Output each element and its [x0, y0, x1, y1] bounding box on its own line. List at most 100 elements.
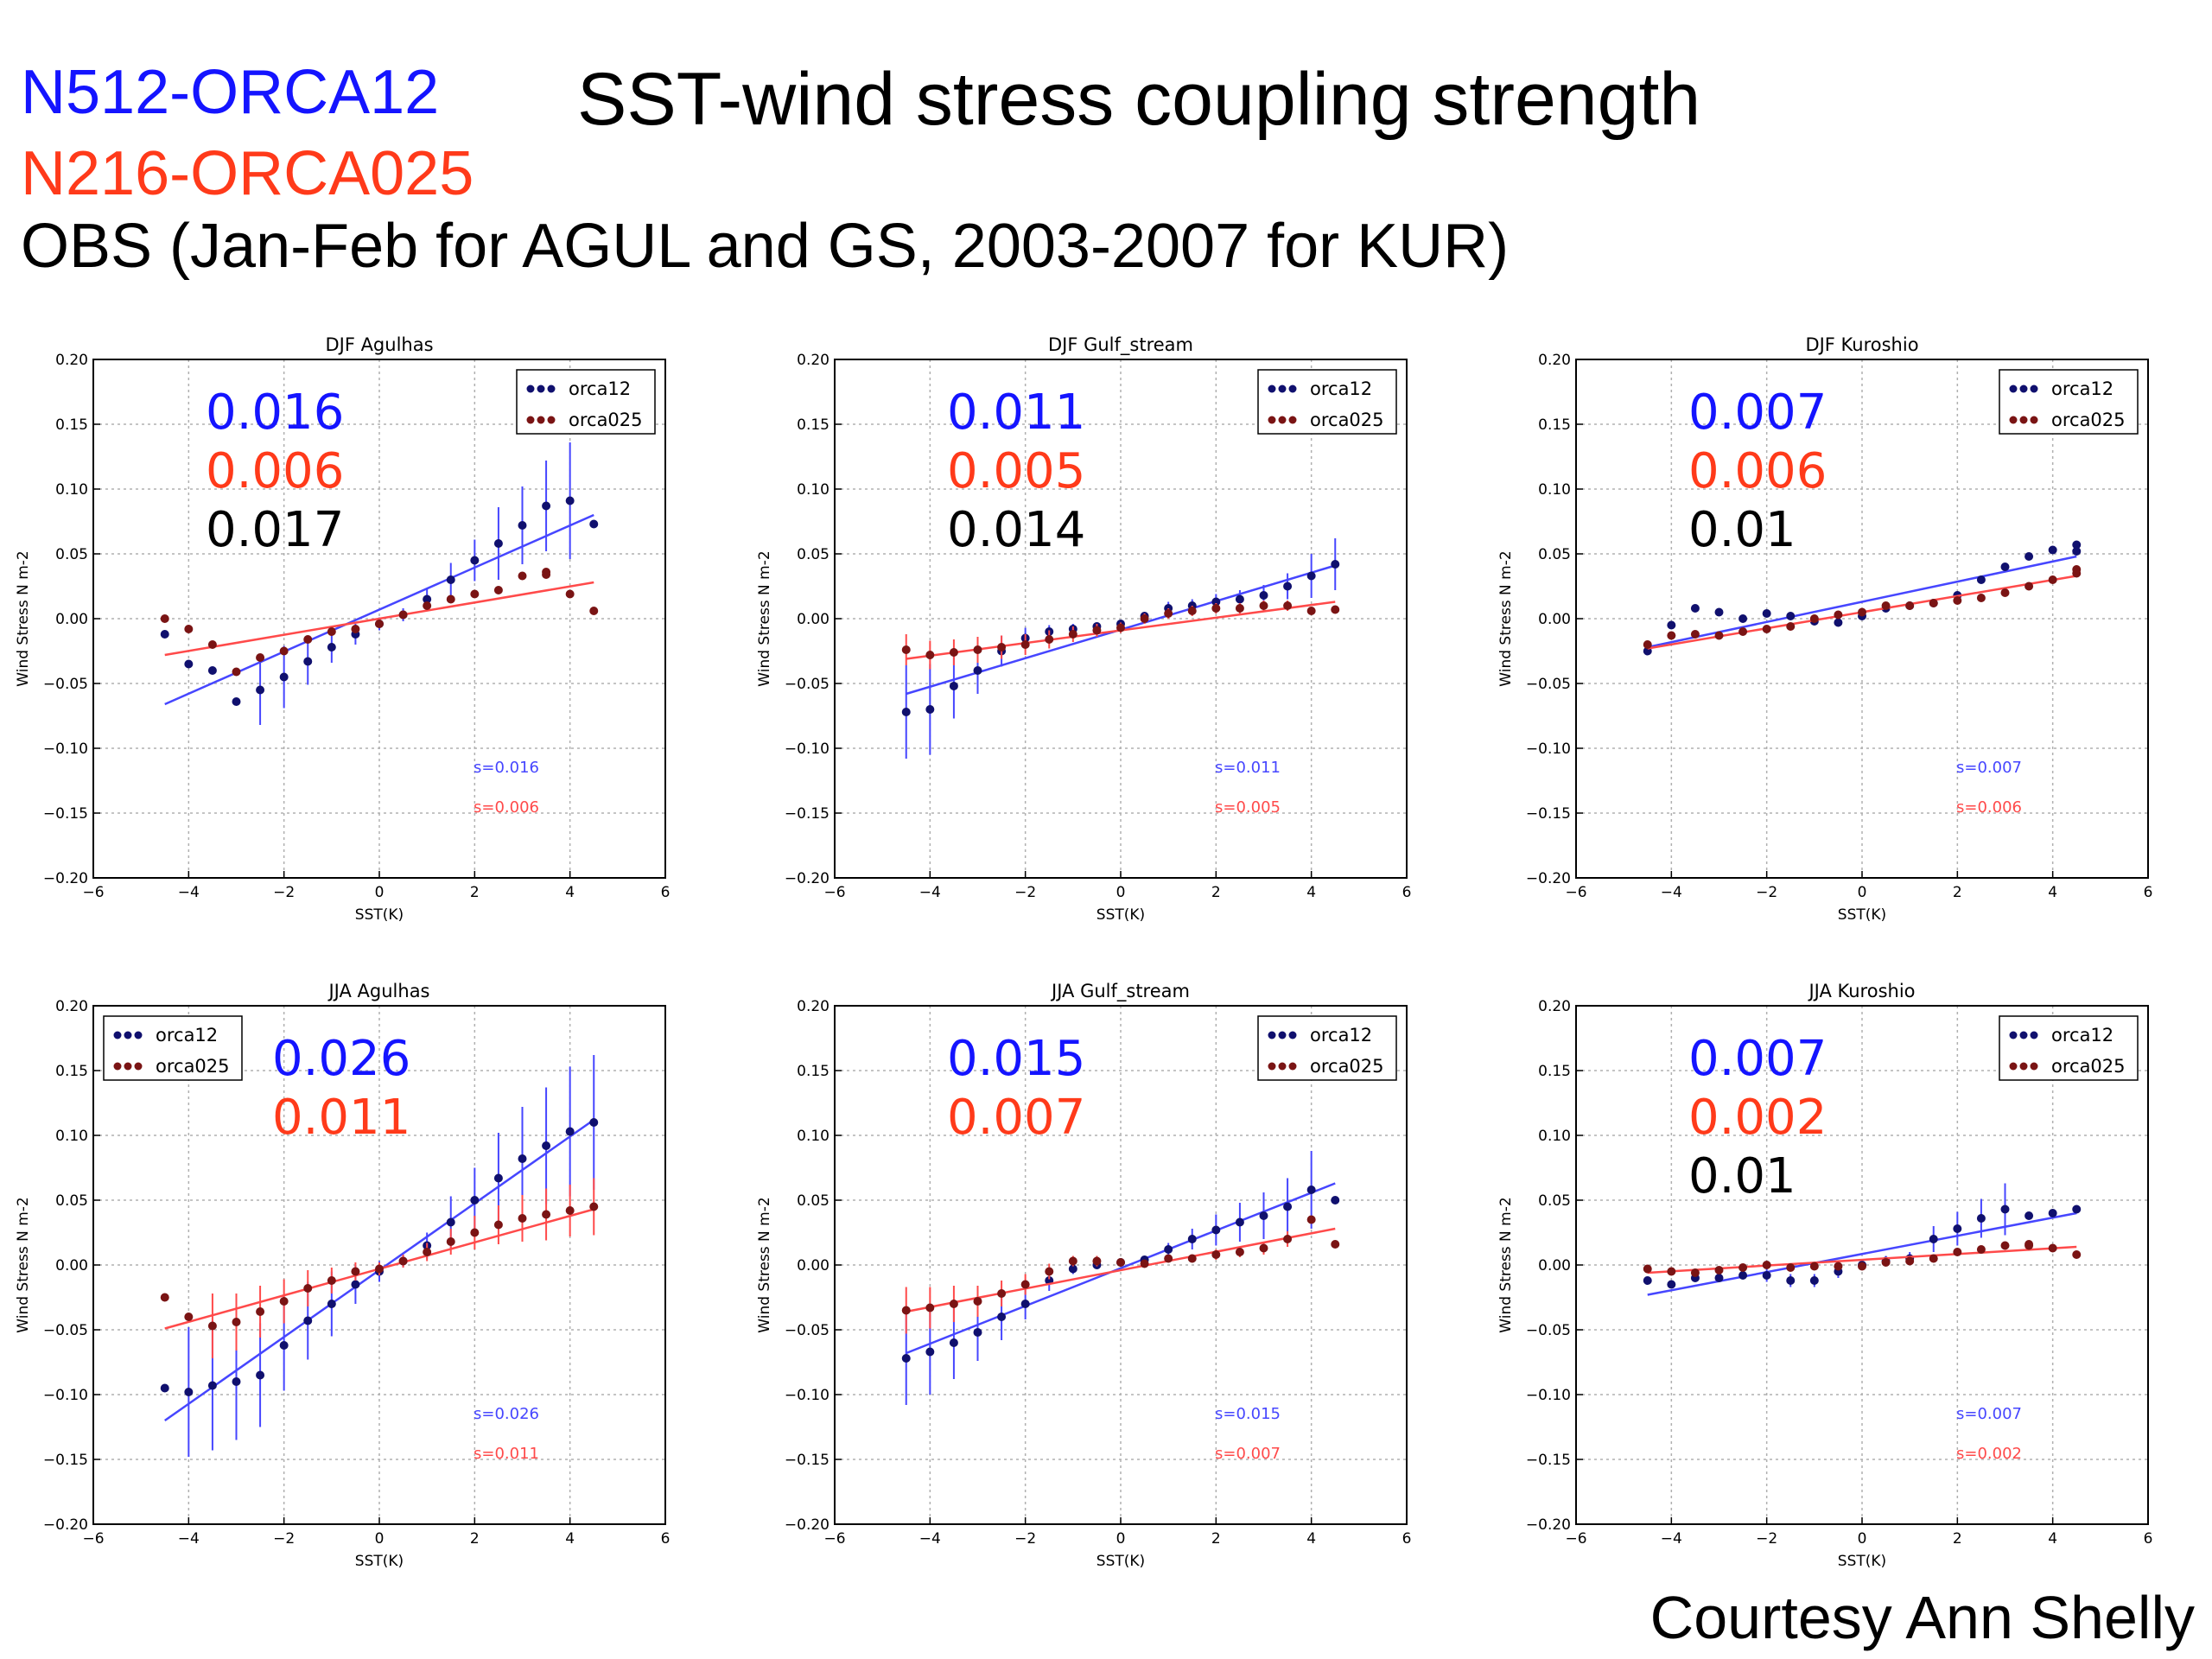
y-tick-label: 0.15: [55, 416, 88, 434]
legend-marker-orca12: [113, 1031, 122, 1039]
data-point-orca025: [1259, 601, 1268, 610]
x-tick-label: 2: [1211, 884, 1221, 901]
data-point-orca025: [1187, 607, 1197, 615]
coupling-value-obs: 0.01: [1688, 1148, 1796, 1205]
y-axis-label: Wind Stress N m-2: [15, 550, 32, 686]
plot-frame: [1575, 359, 2149, 879]
data-point-orca12: [1786, 1276, 1796, 1285]
data-point-orca12: [470, 556, 480, 565]
x-tick-label: 2: [470, 884, 480, 901]
data-point-orca025: [184, 625, 194, 633]
data-point-orca025: [1762, 625, 1771, 633]
chart-panel: −6 −4 −2 0 2 4 6 0.20 0.15 0.10 0.05 0.00 −0.05 −0.10…: [15, 981, 670, 1570]
data-point-orca12: [184, 1388, 194, 1396]
data-point-orca025: [232, 667, 241, 677]
slope-label: s=0.007: [1215, 1445, 1281, 1463]
y-tick-label: −0.05: [785, 676, 830, 693]
data-point-orca025: [2024, 1241, 2034, 1250]
y-tick-label: −0.05: [1526, 1322, 1571, 1339]
slope-label: s=0.006: [1956, 798, 2022, 817]
data-point-orca025: [565, 589, 575, 599]
data-point-orca12: [2048, 1209, 2057, 1217]
data-point-orca025: [327, 627, 336, 636]
x-tick-label: 0: [1116, 884, 1126, 901]
data-point-orca025: [375, 620, 384, 628]
main-title: SST-wind stress coupling strength: [577, 58, 1701, 141]
y-tick-label: 0.10: [1538, 1128, 1571, 1145]
x-tick-label: −4: [1661, 1530, 1682, 1548]
y-tick-label: −0.20: [43, 870, 88, 887]
y-tick-label: −0.20: [1526, 1516, 1571, 1534]
data-point-orca12: [589, 1118, 599, 1127]
slope-label: s=0.016: [474, 759, 539, 777]
y-tick-label: −0.20: [785, 870, 830, 887]
data-point-orca025: [1690, 1268, 1700, 1277]
data-point-orca025: [589, 607, 599, 615]
data-point-orca12: [1976, 575, 1986, 584]
data-point-orca12: [1259, 591, 1268, 600]
legend-marker-orca025: [547, 416, 556, 424]
y-tick-label: 0.15: [797, 1063, 830, 1080]
x-tick-label: 6: [2144, 884, 2153, 901]
data-point-orca025: [1809, 614, 1819, 623]
slope-label: s=0.005: [1215, 798, 1281, 817]
data-point-orca025: [1786, 1263, 1796, 1272]
x-tick-label: 2: [1953, 1530, 1962, 1548]
data-point-orca12: [2000, 563, 2010, 571]
data-point-orca025: [1164, 1254, 1173, 1263]
data-point-orca025: [1834, 1262, 1843, 1271]
data-point-orca025: [1140, 1259, 1149, 1268]
data-point-orca025: [518, 1214, 527, 1223]
y-tick-label: 0.15: [797, 416, 830, 434]
data-point-orca025: [256, 653, 265, 662]
chart-title: DJF Gulf_stream: [1048, 334, 1193, 356]
y-tick-label: 0.00: [1538, 611, 1571, 628]
coupling-value-orca025: 0.011: [272, 1090, 410, 1146]
legend-marker-orca12: [1268, 1031, 1276, 1039]
coupling-value-orca12: 0.015: [947, 1031, 1085, 1087]
data-point-orca025: [2000, 588, 2010, 597]
data-point-orca025: [1092, 1256, 1102, 1266]
chart-panel: −6 −4 −2 0 2 4 6 0.20 0.15 0.10 0.05 0.00 −0.05 −0.10…: [756, 981, 1411, 1570]
data-point-orca12: [493, 1173, 503, 1183]
x-tick-label: 2: [1211, 1530, 1221, 1548]
model-name-n512-orca12: N512-ORCA12: [21, 58, 440, 127]
y-tick-label: −0.10: [43, 741, 88, 758]
x-tick-label: 4: [2048, 1530, 2057, 1548]
data-point-orca025: [351, 625, 360, 633]
data-point-orca12: [1068, 1264, 1077, 1274]
data-point-orca025: [375, 1264, 384, 1274]
data-point-orca12: [1235, 594, 1244, 604]
y-axis-label: Wind Stress N m-2: [1497, 550, 1515, 686]
data-point-orca025: [207, 640, 217, 649]
y-tick-label: 0.20: [1538, 998, 1571, 1015]
data-point-orca12: [1667, 1280, 1676, 1289]
data-point-orca12: [1643, 1276, 1652, 1285]
data-point-orca025: [997, 643, 1007, 652]
data-point-orca025: [1116, 1258, 1125, 1267]
data-point-orca025: [1881, 1258, 1891, 1267]
data-point-orca025: [1045, 1267, 1054, 1276]
data-point-orca12: [1020, 1300, 1030, 1308]
data-point-orca025: [1905, 1256, 1915, 1266]
data-point-orca025: [518, 571, 527, 581]
data-point-orca12: [2000, 1205, 2010, 1214]
x-tick-label: 0: [375, 884, 385, 901]
legend-marker-orca12: [134, 1031, 143, 1039]
data-point-orca12: [1283, 1202, 1293, 1211]
x-tick-label: −2: [1014, 884, 1036, 901]
legend-marker-orca025: [1278, 1062, 1287, 1071]
data-point-orca025: [2072, 1250, 2082, 1259]
y-tick-label: 0.20: [55, 998, 88, 1015]
data-point-orca12: [1714, 607, 1724, 617]
legend-marker-orca025: [1268, 1062, 1276, 1071]
x-tick-label: −4: [178, 1530, 200, 1548]
data-point-orca025: [1953, 1248, 1962, 1256]
chart-title: JJA Kuroshio: [1807, 981, 1915, 1001]
data-point-orca12: [327, 643, 336, 652]
x-tick-label: −4: [919, 884, 941, 901]
slope-label: s=0.026: [474, 1405, 539, 1423]
data-point-orca025: [589, 1202, 599, 1211]
legend-marker-orca025: [134, 1062, 143, 1071]
data-point-orca12: [184, 659, 194, 669]
